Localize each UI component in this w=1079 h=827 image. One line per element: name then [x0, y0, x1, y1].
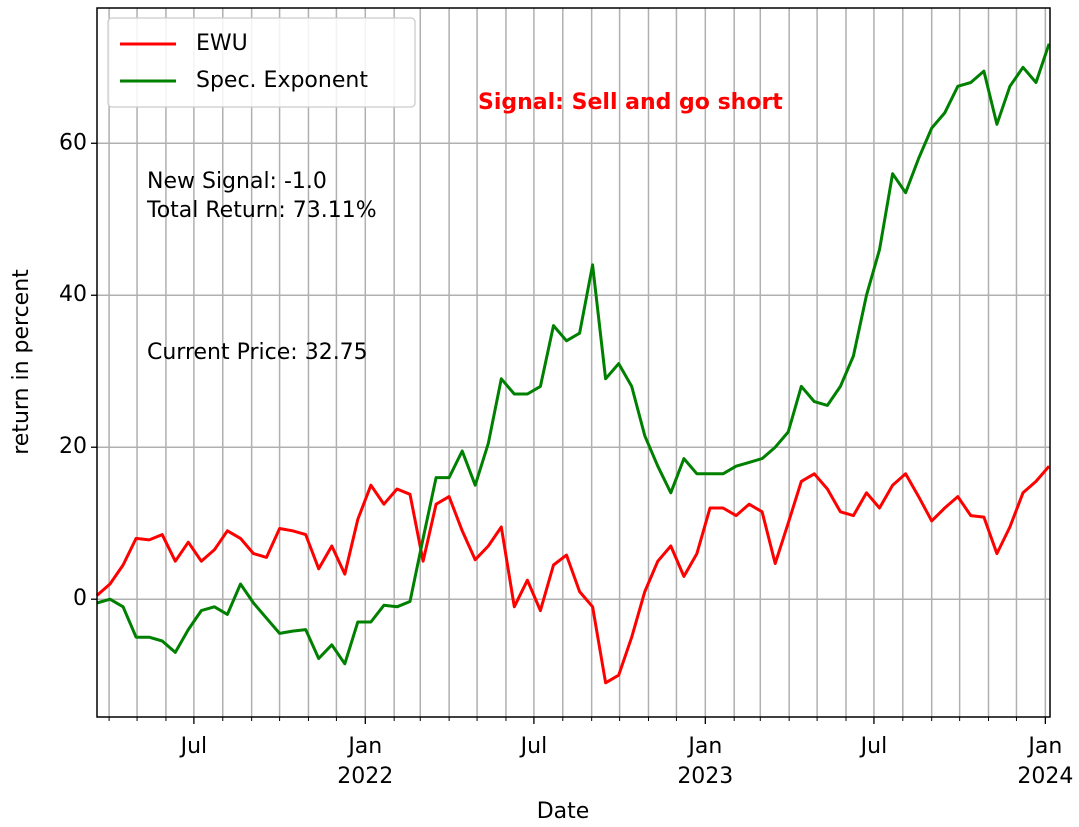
x-axis-label: Date: [537, 799, 590, 824]
x-tick-label: Jul: [860, 734, 888, 759]
x-tick-label: Jan 2024: [1017, 734, 1074, 789]
x-tick-label: Jul: [520, 734, 548, 759]
y-tick-label: 0: [73, 586, 87, 611]
grid: [97, 8, 1050, 717]
signal-annotation: Signal: Sell and go short: [478, 90, 783, 115]
x-tick-label: Jul: [180, 734, 208, 759]
legend-label: EWU: [196, 31, 248, 56]
plot-frame: [96, 7, 1051, 718]
y-tick-label: 20: [59, 434, 87, 459]
legend-box: [107, 17, 416, 108]
legend-label: Spec. Exponent: [196, 68, 368, 93]
y-tick-label: 40: [59, 282, 87, 307]
y-tick-label: 60: [59, 130, 87, 155]
x-tick-label: Jan 2022: [337, 734, 394, 789]
return-text: Total Return: 73.11%: [146, 198, 377, 223]
legend: EWU Spec. Exponent: [107, 17, 416, 108]
x-tick-label: Jan 2023: [677, 734, 734, 789]
series-line: [96, 465, 1051, 685]
series-line: [96, 43, 1051, 666]
signal-text: New Signal: -1.0: [147, 169, 327, 194]
y-axis-label: return in percent: [9, 269, 34, 455]
price-text: Current Price: 32.75: [147, 340, 368, 365]
